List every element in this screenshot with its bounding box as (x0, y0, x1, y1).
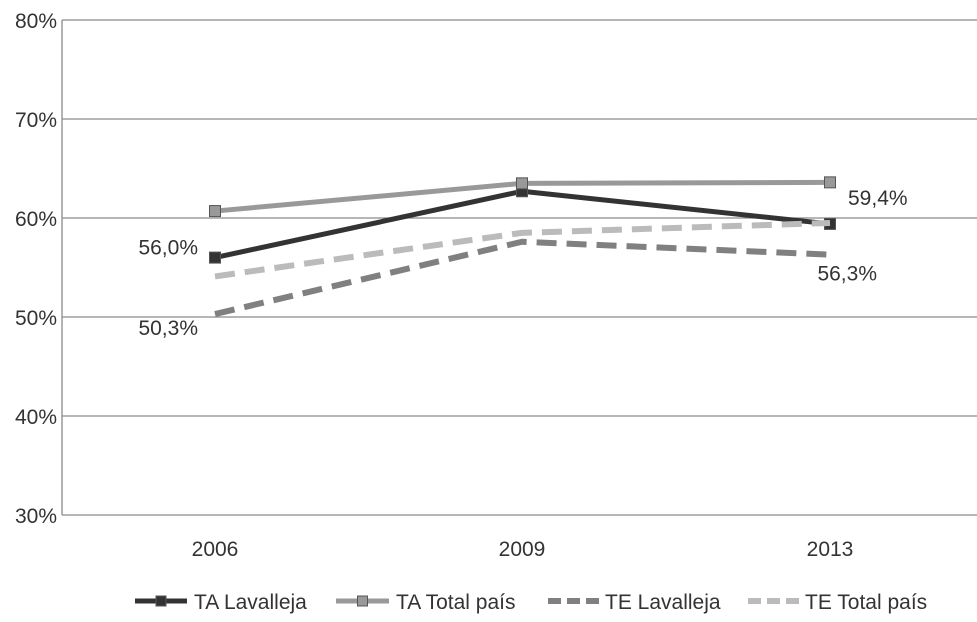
data-label: 50,3% (138, 317, 198, 340)
series-line-3 (214, 219, 831, 280)
data-label: 56,3% (817, 263, 877, 286)
y-tick-label: 60% (15, 208, 57, 231)
y-tick-label: 40% (15, 406, 57, 429)
series-layer (209, 176, 836, 317)
legend-marker (155, 595, 167, 607)
x-tick-label: 2006 (192, 538, 239, 561)
legend-item: TA Lavalleja (135, 591, 307, 614)
y-tick-label: 70% (15, 109, 57, 132)
series-line-2 (214, 238, 831, 317)
axis-layer: 30% 40% 50% 60% 70% 80% 2006 2009 2013 (15, 10, 853, 561)
series-point-1 (209, 205, 221, 218)
data-label: 59,4% (848, 187, 908, 210)
legend-item: TE Total país (748, 591, 927, 614)
legend-label: TE Lavalleja (605, 591, 721, 614)
y-tick-label: 30% (15, 505, 57, 528)
series-point-1 (516, 177, 528, 190)
data-label-layer: 56,0% 50,3% 59,4% 56,3% (138, 187, 907, 340)
grid-layer (62, 19, 977, 516)
legend-label: TE Total país (805, 591, 927, 614)
legend: TA Lavalleja TA Total país TE Lavalleja TE … (135, 591, 927, 614)
series-point-1 (824, 176, 836, 189)
legend-item: TA Total país (336, 591, 515, 614)
legend-marker (357, 595, 368, 607)
x-tick-label: 2009 (499, 538, 546, 561)
y-tick-label: 80% (15, 10, 57, 33)
x-tick-label: 2013 (807, 538, 854, 561)
y-tick-label: 50% (15, 307, 57, 330)
data-label: 56,0% (138, 237, 198, 260)
legend-item: TE Lavalleja (548, 591, 721, 614)
legend-label: TA Lavalleja (194, 591, 307, 614)
legend-label: TA Total país (396, 591, 515, 614)
series-point-0 (209, 251, 221, 264)
